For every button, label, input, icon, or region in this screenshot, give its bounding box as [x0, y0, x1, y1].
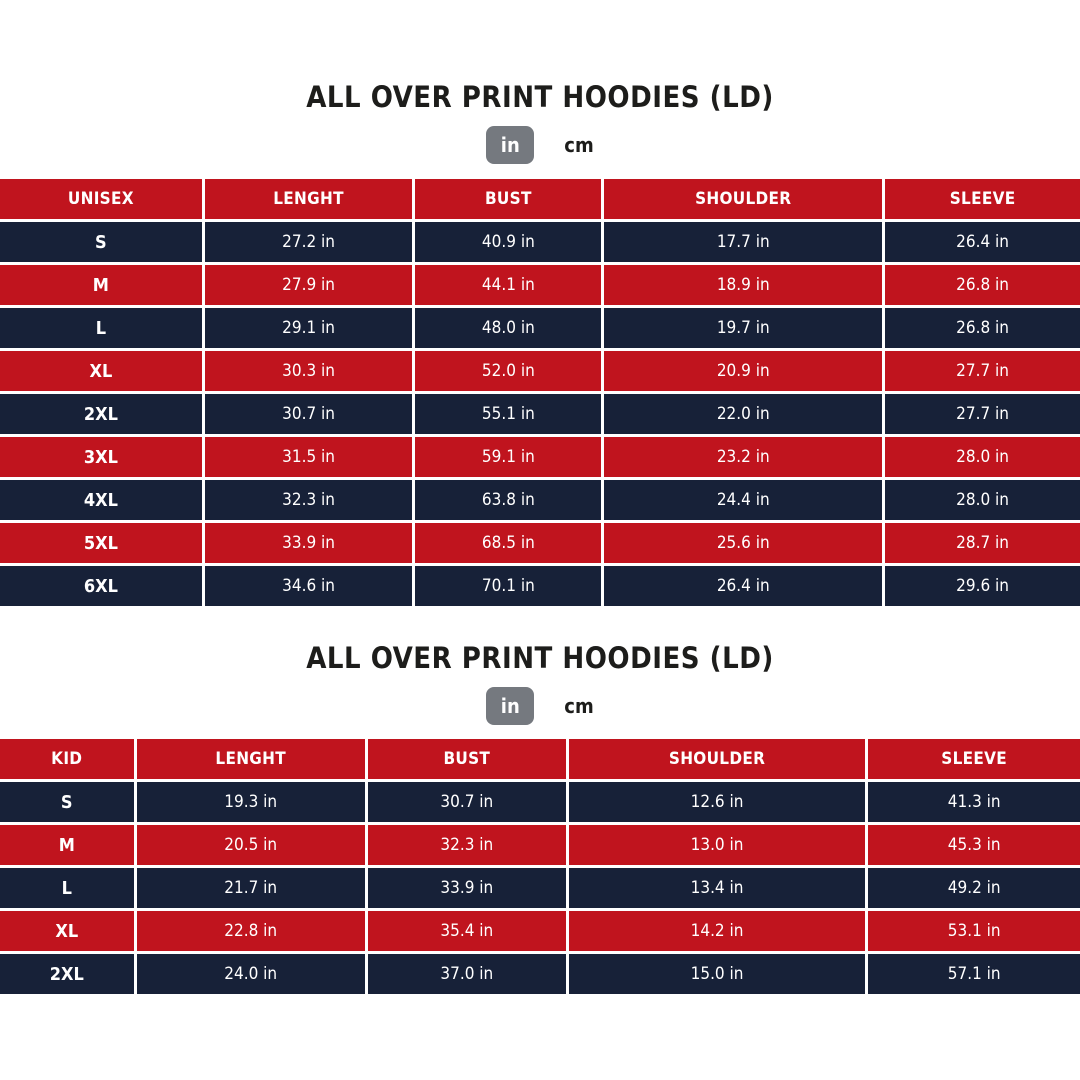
value-cell: 18.9 in	[604, 265, 883, 305]
value-cell: 33.9 in	[367, 868, 566, 908]
value-cell: 20.5 in	[136, 825, 365, 865]
column-header-unisex: UNISEX	[0, 179, 202, 219]
size-cell: 2XL	[0, 954, 134, 994]
value-cell: 19.7 in	[604, 308, 883, 348]
value-cell: 25.6 in	[604, 523, 883, 563]
value-cell: 30.3 in	[204, 351, 413, 391]
size-cell: M	[0, 265, 202, 305]
unit-cm-button[interactable]: cm	[564, 133, 594, 157]
value-cell: 55.1 in	[415, 394, 602, 434]
value-cell: 21.7 in	[136, 868, 365, 908]
column-header-lenght: LENGHT	[204, 179, 413, 219]
value-cell: 30.7 in	[367, 782, 566, 822]
value-cell: 29.1 in	[204, 308, 413, 348]
value-cell: 28.0 in	[885, 437, 1080, 477]
section-title-unisex: ALL OVER PRINT HOODIES (LD)	[306, 80, 774, 114]
value-cell: 12.6 in	[568, 782, 866, 822]
value-cell: 14.2 in	[568, 911, 866, 951]
value-cell: 22.8 in	[136, 911, 365, 951]
value-cell: 20.9 in	[604, 351, 883, 391]
size-cell: 2XL	[0, 394, 202, 434]
size-cell: L	[0, 308, 202, 348]
size-cell: 3XL	[0, 437, 202, 477]
value-cell: 48.0 in	[415, 308, 602, 348]
unit-toggle-kid: in cm	[0, 687, 1080, 725]
value-cell: 27.2 in	[204, 222, 413, 262]
value-cell: 24.0 in	[136, 954, 365, 994]
column-header-sleeve: SLEEVE	[868, 739, 1080, 779]
kid-size-table: KID LENGHT BUST SHOULDER SLEEVE S 19.3 i…	[0, 739, 1080, 994]
unit-in-button[interactable]: in	[486, 126, 535, 164]
value-cell: 13.4 in	[568, 868, 866, 908]
column-header-bust: BUST	[367, 739, 566, 779]
column-header-bust: BUST	[415, 179, 602, 219]
value-cell: 70.1 in	[415, 566, 602, 606]
size-cell: XL	[0, 351, 202, 391]
column-header-kid: KID	[0, 739, 134, 779]
value-cell: 28.0 in	[885, 480, 1080, 520]
value-cell: 23.2 in	[604, 437, 883, 477]
value-cell: 34.6 in	[204, 566, 413, 606]
size-chart-page: ALL OVER PRINT HOODIES (LD) in cm UNISEX…	[0, 81, 1080, 1080]
value-cell: 31.5 in	[204, 437, 413, 477]
size-cell: XL	[0, 911, 134, 951]
column-header-shoulder: SHOULDER	[604, 179, 883, 219]
column-header-lenght: LENGHT	[136, 739, 365, 779]
value-cell: 49.2 in	[868, 868, 1080, 908]
value-cell: 45.3 in	[868, 825, 1080, 865]
column-header-shoulder: SHOULDER	[568, 739, 866, 779]
size-cell: M	[0, 825, 134, 865]
unit-toggle-unisex: in cm	[0, 126, 1080, 164]
value-cell: 40.9 in	[415, 222, 602, 262]
value-cell: 37.0 in	[367, 954, 566, 994]
unisex-section: ALL OVER PRINT HOODIES (LD) in cm UNISEX…	[0, 81, 1080, 606]
value-cell: 41.3 in	[868, 782, 1080, 822]
value-cell: 63.8 in	[415, 480, 602, 520]
unisex-size-table: UNISEX LENGHT BUST SHOULDER SLEEVE S 27.…	[0, 179, 1080, 606]
value-cell: 57.1 in	[868, 954, 1080, 994]
value-cell: 26.4 in	[885, 222, 1080, 262]
value-cell: 33.9 in	[204, 523, 413, 563]
value-cell: 59.1 in	[415, 437, 602, 477]
value-cell: 29.6 in	[885, 566, 1080, 606]
value-cell: 27.7 in	[885, 351, 1080, 391]
value-cell: 24.4 in	[604, 480, 883, 520]
value-cell: 30.7 in	[204, 394, 413, 434]
value-cell: 13.0 in	[568, 825, 866, 865]
kid-section: ALL OVER PRINT HOODIES (LD) in cm KID LE…	[0, 642, 1080, 994]
value-cell: 26.8 in	[885, 308, 1080, 348]
size-cell: S	[0, 222, 202, 262]
value-cell: 27.7 in	[885, 394, 1080, 434]
size-cell: 6XL	[0, 566, 202, 606]
value-cell: 28.7 in	[885, 523, 1080, 563]
column-header-sleeve: SLEEVE	[885, 179, 1080, 219]
size-cell: L	[0, 868, 134, 908]
unit-in-button[interactable]: in	[486, 687, 535, 725]
value-cell: 26.4 in	[604, 566, 883, 606]
value-cell: 35.4 in	[367, 911, 566, 951]
value-cell: 44.1 in	[415, 265, 602, 305]
size-cell: 5XL	[0, 523, 202, 563]
value-cell: 26.8 in	[885, 265, 1080, 305]
value-cell: 53.1 in	[868, 911, 1080, 951]
value-cell: 52.0 in	[415, 351, 602, 391]
value-cell: 19.3 in	[136, 782, 365, 822]
size-cell: 4XL	[0, 480, 202, 520]
unit-cm-button[interactable]: cm	[564, 694, 594, 718]
value-cell: 15.0 in	[568, 954, 866, 994]
value-cell: 32.3 in	[204, 480, 413, 520]
size-cell: S	[0, 782, 134, 822]
value-cell: 22.0 in	[604, 394, 883, 434]
value-cell: 32.3 in	[367, 825, 566, 865]
section-title-kid: ALL OVER PRINT HOODIES (LD)	[306, 641, 774, 675]
value-cell: 68.5 in	[415, 523, 602, 563]
value-cell: 17.7 in	[604, 222, 883, 262]
value-cell: 27.9 in	[204, 265, 413, 305]
